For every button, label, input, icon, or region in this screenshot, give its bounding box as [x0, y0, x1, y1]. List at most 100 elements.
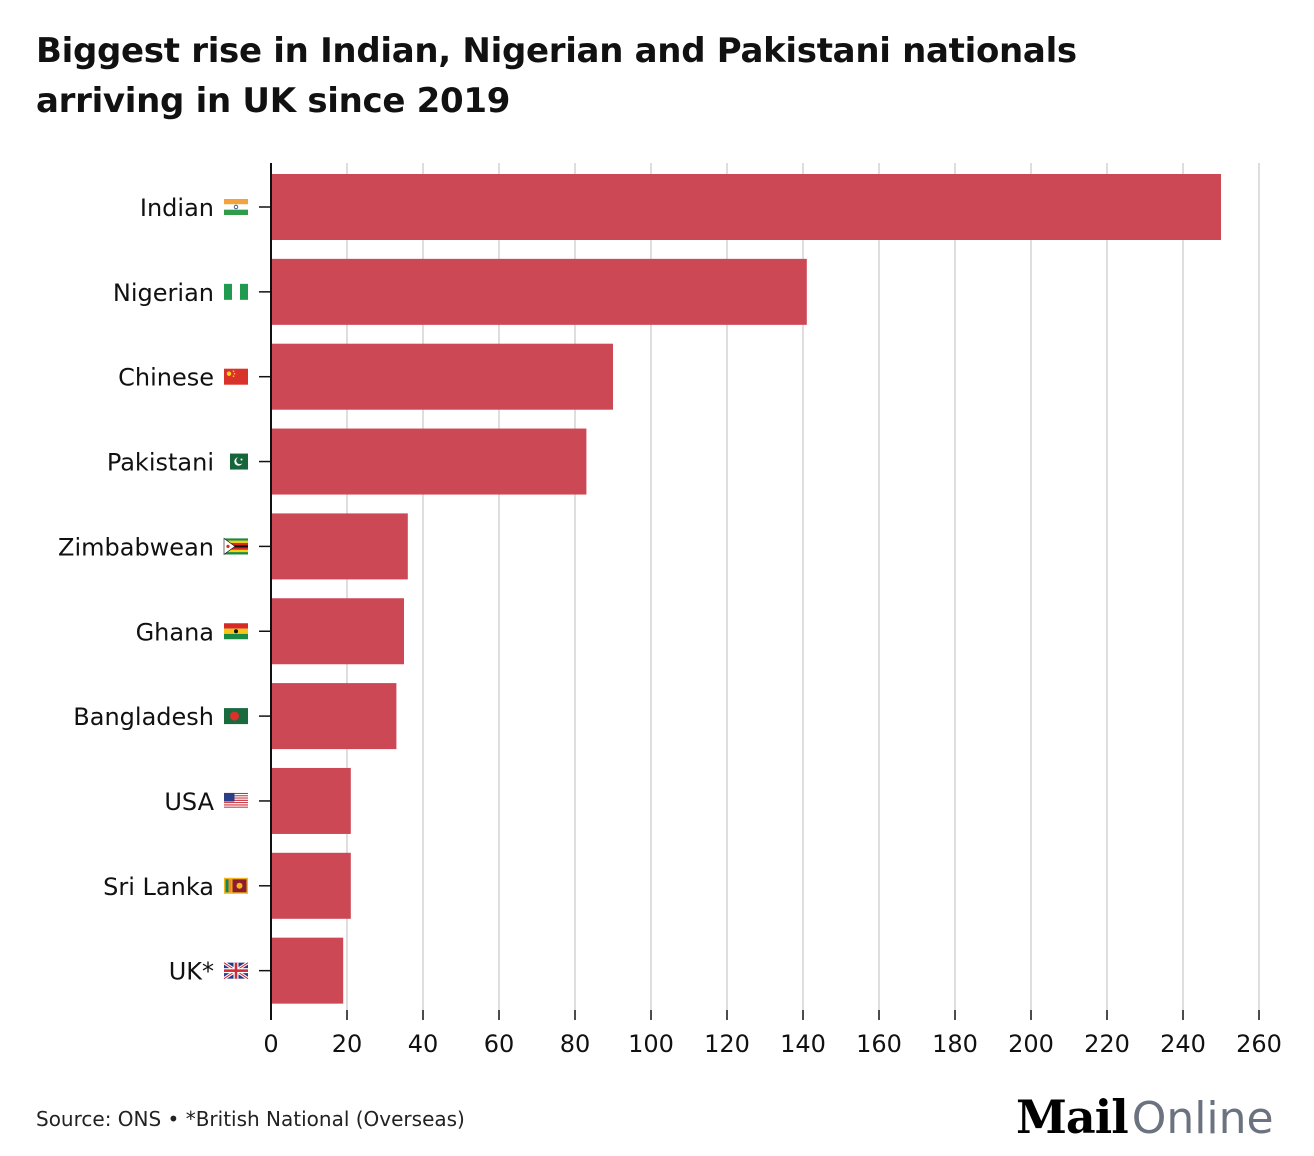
- category-labels: Indian Nigerian Chinese Pakistani Zimbabwean…: [58, 194, 249, 986]
- bar-zimbabwean: [271, 513, 408, 580]
- flag-star: [232, 375, 235, 377]
- flag-wheel: [233, 204, 239, 210]
- logo-mail-text: Mail: [1016, 1090, 1129, 1144]
- x-tick-label-180: 180: [932, 1030, 978, 1058]
- category-label-nigerian: Nigerian: [113, 279, 214, 307]
- x-tick-label-0: 0: [263, 1030, 278, 1058]
- chart-title: Biggest rise in Indian, Nigerian and Pak…: [36, 26, 1236, 126]
- flag-stripe: [224, 796, 248, 798]
- nigeria-flag-icon: [224, 283, 248, 300]
- bar-bangladesh: [271, 683, 397, 750]
- flag-stripe: [224, 807, 248, 809]
- x-tick-label-20: 20: [332, 1030, 363, 1058]
- usa-flag-icon: [224, 792, 248, 809]
- category-label-indian: Indian: [140, 194, 214, 222]
- source-note: Source: ONS • *British National (Oversea…: [36, 1107, 465, 1131]
- flag-stripe: [224, 798, 248, 800]
- ghana-flag-icon: [224, 623, 248, 640]
- flag-crescent-cut: [236, 456, 244, 465]
- flag-stripe: [224, 540, 248, 544]
- bar-uk: [271, 937, 344, 1004]
- bangladesh-flag-icon: [224, 708, 248, 725]
- flag-stripe: [224, 792, 248, 795]
- flag-stripe: [224, 803, 248, 805]
- bar-sri-lanka: [271, 852, 351, 919]
- x-tick-label-80: 80: [560, 1030, 591, 1058]
- flag-lion: [236, 882, 243, 889]
- flag-stripe: [224, 802, 248, 804]
- x-tick-label-120: 120: [704, 1030, 750, 1058]
- flag-stripe: [224, 453, 230, 470]
- category-label-zimbabwean: Zimbabwean: [58, 533, 214, 561]
- category-label-uk: UK*: [169, 958, 214, 986]
- flag-disc: [230, 711, 239, 721]
- flag-cross-red: [224, 969, 248, 972]
- flag-stripe: [224, 549, 248, 553]
- flag-stripe: [224, 794, 248, 796]
- x-tick-label-240: 240: [1160, 1030, 1206, 1058]
- axes: [259, 163, 1260, 1020]
- bar-ghana: [271, 598, 404, 665]
- bar-chinese: [271, 343, 613, 410]
- flag-stripe: [224, 795, 248, 797]
- flag-stripe: [224, 209, 248, 215]
- bar-pakistani: [271, 428, 587, 495]
- flag-stripe: [224, 538, 248, 541]
- zimbabwe-flag-icon: [223, 537, 248, 555]
- flag-stripe: [224, 204, 248, 210]
- uk-flag-icon: [223, 961, 249, 980]
- x-tick-label-140: 140: [780, 1030, 826, 1058]
- bar-nigerian: [271, 258, 807, 325]
- category-label-ghana: Ghana: [136, 618, 214, 646]
- category-label-bangladesh: Bangladesh: [73, 703, 214, 731]
- flag-stripe: [224, 804, 248, 806]
- flag-stripe: [224, 800, 248, 803]
- category-label-sri-lanka: Sri Lanka: [103, 873, 214, 901]
- flag-stripe: [232, 283, 240, 300]
- flag-stripe: [224, 797, 248, 799]
- flag-stripe: [224, 806, 248, 808]
- flag-stripe: [224, 542, 248, 546]
- flag-stripe: [224, 547, 248, 550]
- chart-title-line1: Biggest rise in Indian, Nigerian and Pak…: [36, 31, 1077, 71]
- india-flag-icon: [224, 199, 248, 215]
- bar-indian: [271, 174, 1221, 240]
- flag-stripe: [225, 879, 229, 893]
- category-label-pakistani: Pakistani: [107, 449, 214, 477]
- flag-stripe: [224, 633, 248, 640]
- flag-stripe: [224, 545, 248, 548]
- flag-star: [233, 372, 236, 375]
- flag-stripe: [228, 879, 232, 893]
- flag-stripe: [224, 805, 248, 807]
- x-tick-label-60: 60: [484, 1030, 515, 1058]
- bars: [271, 174, 1221, 1004]
- china-flag-icon: [224, 368, 248, 385]
- chart-title-line2: arriving in UK since 2019: [36, 81, 511, 121]
- x-tick-label-40: 40: [408, 1030, 439, 1058]
- flag-stripe: [224, 199, 248, 205]
- x-tick-label-220: 220: [1084, 1030, 1130, 1058]
- mailonline-logo: MailOnline: [1016, 1090, 1274, 1144]
- x-tick-labels: 0 20 40 60 80 100 120 140 160 180 200 220 240 260: [263, 1030, 1282, 1058]
- flag-star: [240, 458, 243, 461]
- flag-canton: [224, 792, 235, 802]
- flag-star: [226, 371, 232, 376]
- flag-stripe: [224, 552, 248, 555]
- flag-star: [234, 629, 238, 634]
- flag-emblem: [226, 544, 230, 548]
- x-tick-label-260: 260: [1236, 1030, 1282, 1058]
- sri-lanka-flag-icon: [224, 877, 248, 894]
- category-label-usa: USA: [164, 788, 214, 816]
- flag-stripe: [224, 623, 248, 629]
- x-tick-label-160: 160: [856, 1030, 902, 1058]
- pakistan-flag-icon: [224, 453, 248, 470]
- category-label-chinese: Chinese: [118, 364, 214, 392]
- flag-star: [232, 370, 235, 372]
- flag-field: [224, 368, 248, 385]
- bar-usa: [271, 767, 351, 834]
- flag-stripe: [224, 799, 248, 801]
- x-tick-label-100: 100: [628, 1030, 674, 1058]
- flag-stripe: [224, 283, 232, 300]
- logo-online-text: Online: [1131, 1093, 1274, 1144]
